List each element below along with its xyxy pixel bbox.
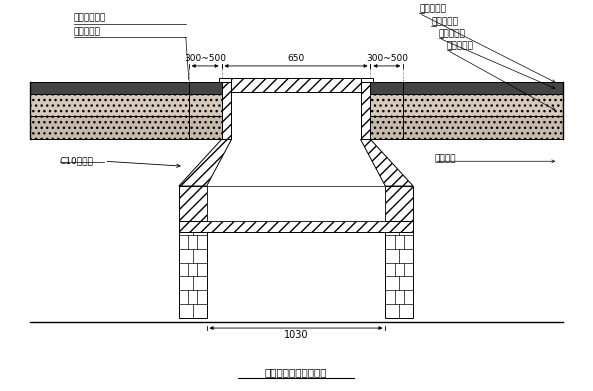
Polygon shape xyxy=(179,140,231,186)
Bar xyxy=(189,82,222,94)
Bar xyxy=(179,232,206,318)
Text: 300~500: 300~500 xyxy=(366,54,408,63)
Bar xyxy=(361,82,371,140)
Bar xyxy=(179,186,206,221)
Text: C10混凝土: C10混凝土 xyxy=(60,157,94,166)
Bar xyxy=(385,232,413,318)
Bar xyxy=(219,78,234,82)
Bar xyxy=(189,116,222,140)
Text: 沥青混凝土: 沥青混凝土 xyxy=(447,41,474,50)
Text: 提升检查井里面示意图: 提升检查井里面示意图 xyxy=(264,367,327,377)
Text: 1030: 1030 xyxy=(284,330,308,340)
Text: 300~500: 300~500 xyxy=(184,54,226,63)
Bar xyxy=(403,116,563,140)
Bar xyxy=(358,78,374,82)
Bar xyxy=(206,186,385,221)
Text: 沥青混凝土: 沥青混凝土 xyxy=(439,29,466,38)
Bar xyxy=(403,82,563,94)
Text: 黑色混凝土: 黑色混凝土 xyxy=(74,27,100,36)
Bar xyxy=(30,94,189,116)
Bar xyxy=(371,116,403,140)
Bar xyxy=(231,78,361,92)
Bar xyxy=(385,186,413,221)
Bar xyxy=(371,82,403,94)
Bar xyxy=(371,94,403,116)
Text: 超早发钢纤维: 超早发钢纤维 xyxy=(74,13,106,22)
Bar xyxy=(403,94,563,116)
Text: 道路表面层: 道路表面层 xyxy=(419,4,446,13)
Bar xyxy=(30,82,189,94)
Text: 650: 650 xyxy=(288,54,305,63)
Polygon shape xyxy=(361,140,413,186)
Bar xyxy=(179,221,413,232)
Bar xyxy=(189,94,222,116)
Bar xyxy=(30,116,189,140)
Text: 道路基层: 道路基层 xyxy=(434,154,455,163)
Text: 道路底面层: 道路底面层 xyxy=(431,17,458,26)
Bar xyxy=(222,82,231,140)
